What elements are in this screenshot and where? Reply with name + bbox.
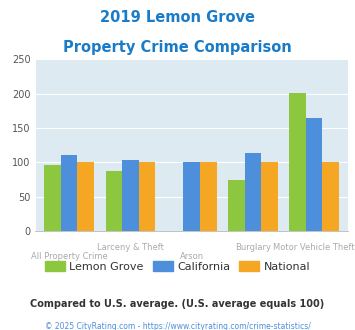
- Bar: [322, 162, 339, 231]
- Bar: [77, 162, 94, 231]
- Bar: [245, 153, 261, 231]
- Text: Larceny & Theft: Larceny & Theft: [97, 243, 164, 251]
- Text: Burglary: Burglary: [235, 243, 271, 251]
- Text: © 2025 CityRating.com - https://www.cityrating.com/crime-statistics/: © 2025 CityRating.com - https://www.city…: [45, 322, 310, 330]
- Text: Arson: Arson: [180, 252, 204, 261]
- Text: Property Crime Comparison: Property Crime Comparison: [63, 40, 292, 54]
- Legend: Lemon Grove, California, National: Lemon Grove, California, National: [40, 257, 315, 277]
- Bar: [122, 160, 139, 231]
- Bar: [306, 118, 322, 231]
- Text: All Property Crime: All Property Crime: [31, 252, 108, 261]
- Text: Compared to U.S. average. (U.S. average equals 100): Compared to U.S. average. (U.S. average …: [31, 299, 324, 309]
- Bar: [200, 162, 217, 231]
- Bar: [289, 93, 306, 231]
- Bar: [228, 180, 245, 231]
- Bar: [106, 171, 122, 231]
- Bar: [61, 155, 77, 231]
- Bar: [184, 162, 200, 231]
- Bar: [44, 165, 61, 231]
- Text: Motor Vehicle Theft: Motor Vehicle Theft: [273, 243, 355, 251]
- Bar: [139, 162, 155, 231]
- Bar: [261, 162, 278, 231]
- Text: 2019 Lemon Grove: 2019 Lemon Grove: [100, 10, 255, 25]
